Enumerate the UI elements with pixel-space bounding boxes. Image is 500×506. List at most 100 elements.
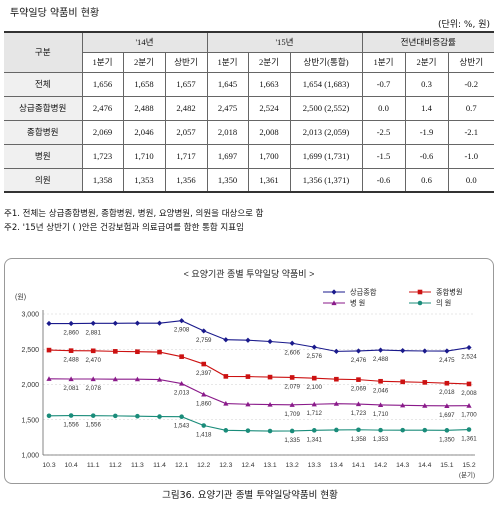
data-point <box>201 361 207 367</box>
table-cell: 2,013 (2,059) <box>289 119 363 145</box>
table-cell: 2,476 <box>81 95 124 121</box>
pharma-cost-table: 구분 '14년 '15년 전년대비증감률 1분기 2분기 상반기 1분기 2분기… <box>4 31 494 193</box>
table-cell: 1,350 <box>206 167 249 193</box>
table-cell: 1,356 (1,371) <box>289 167 363 193</box>
data-point <box>245 337 251 343</box>
data-point <box>46 413 52 419</box>
data-point <box>422 427 428 433</box>
chart-title: < 요양기관 종별 투약일당 약품비 > <box>184 268 315 279</box>
data-label: 1,350 <box>439 436 455 443</box>
x-tick-label: 12.3 <box>219 462 232 469</box>
data-point <box>333 401 339 406</box>
data-point <box>112 320 118 326</box>
table-row: 병원 1,723 1,710 1,717 1,697 1,700 1,699 (1,731)… <box>4 143 494 169</box>
table-cell: 1,717 <box>164 143 208 169</box>
data-point <box>113 413 118 419</box>
legend-marker <box>331 300 337 306</box>
data-label: 1,361 <box>461 436 477 443</box>
data-point <box>112 376 118 382</box>
subhead: 상반기(통합) <box>289 51 363 73</box>
table-cell: 1,658 <box>122 71 166 97</box>
subhead: 2분기 <box>247 51 291 73</box>
data-label: 1,860 <box>196 400 212 407</box>
data-point <box>68 348 74 353</box>
data-point <box>311 375 317 381</box>
data-point <box>134 320 141 326</box>
data-point <box>400 427 405 433</box>
x-tick-label: 14.3 <box>396 462 409 469</box>
data-point <box>245 401 251 407</box>
table-cell: 1,353 <box>122 167 166 193</box>
table-cell: 0.3 <box>404 71 449 97</box>
data-point <box>90 413 96 418</box>
x-tick-label: 12.2 <box>197 462 210 469</box>
x-tick-label: 15.1 <box>440 462 453 469</box>
data-point <box>135 349 140 355</box>
table-cell: -2.1 <box>447 119 494 145</box>
figure-caption: 그림36. 요양기관 종별 투약일당약품비 현황 <box>162 490 338 501</box>
legend-label: 종합병원 <box>436 288 462 297</box>
data-point <box>466 403 472 408</box>
legend-marker <box>417 289 423 295</box>
subhead: 2분기 <box>122 51 166 73</box>
x-tick-label: 12.4 <box>241 462 254 469</box>
note-2: 주2. '15년 상반기 ( )안은 건강보험과 의료급여를 합한 통합 지표임 <box>4 223 244 233</box>
x-tick-label: 13.1 <box>263 462 276 469</box>
table-cell: 0.0 <box>361 95 406 121</box>
table-notes: 주1. 전체는 상급종합병원, 종합병원, 병원, 요양병원, 의원을 대상으로… <box>4 207 264 235</box>
x-tick-label: 10.3 <box>42 462 55 469</box>
data-point <box>201 328 207 334</box>
data-point <box>179 380 185 386</box>
group-header-change-rate: 전년대비증감률 <box>361 31 494 53</box>
data-point <box>68 376 74 382</box>
data-label: 2,008 <box>461 390 477 397</box>
data-point <box>444 403 450 408</box>
data-point <box>245 428 251 433</box>
table-cell: 1,361 <box>247 167 291 193</box>
data-point <box>289 428 295 434</box>
data-point <box>245 374 251 379</box>
data-point <box>289 340 295 346</box>
table-cell: 0.0 <box>447 167 494 193</box>
subhead: 2분기 <box>404 51 449 73</box>
data-point <box>179 414 184 420</box>
data-label: 1,700 <box>461 412 477 419</box>
data-label: 1,723 <box>351 410 367 417</box>
y-tick-label: 1,000 <box>21 453 39 460</box>
data-point <box>400 402 406 408</box>
table-cell: 2,046 <box>122 119 166 145</box>
data-point <box>46 320 52 327</box>
data-point <box>90 320 96 326</box>
data-point <box>311 344 317 350</box>
x-tick-label: 11.3 <box>131 462 144 469</box>
data-point <box>444 348 450 354</box>
table-cell: 1,663 <box>247 71 291 97</box>
subhead: 1분기 <box>361 51 406 73</box>
table-cell: 2,069 <box>81 119 124 145</box>
data-label: 2,475 <box>439 357 455 364</box>
line-chart: < 요양기관 종별 투약일당 약품비 > (원) 1,000 1,500 2,000 2,… <box>15 268 477 479</box>
data-label: 2,397 <box>196 370 212 377</box>
data-point <box>223 337 229 343</box>
y-tick-label: 2,500 <box>21 347 39 354</box>
x-tick-label: 14.2 <box>374 462 387 469</box>
data-point <box>267 338 273 345</box>
table-cell: 1,697 <box>206 143 249 169</box>
data-point <box>68 320 74 327</box>
x-tick-label: 13.4 <box>330 462 343 469</box>
table-cell: -1.9 <box>404 119 449 145</box>
data-label: 2,018 <box>439 389 455 396</box>
data-point <box>223 428 229 433</box>
data-label: 1,335 <box>284 437 300 444</box>
data-point <box>156 376 163 382</box>
data-point <box>444 380 450 386</box>
table-cell: 2,500 (2,552) <box>289 95 363 121</box>
data-point <box>223 400 229 406</box>
data-point <box>466 344 472 351</box>
y-axis-label: (원) <box>15 292 26 301</box>
data-point <box>422 403 428 408</box>
data-label: 1,710 <box>373 411 389 418</box>
table-cell: 2,008 <box>247 119 291 145</box>
chart-panel: < 요양기관 종별 투약일당 약품비 > (원) 1,000 1,500 2,000 2,… <box>4 258 494 484</box>
data-point <box>201 423 207 428</box>
